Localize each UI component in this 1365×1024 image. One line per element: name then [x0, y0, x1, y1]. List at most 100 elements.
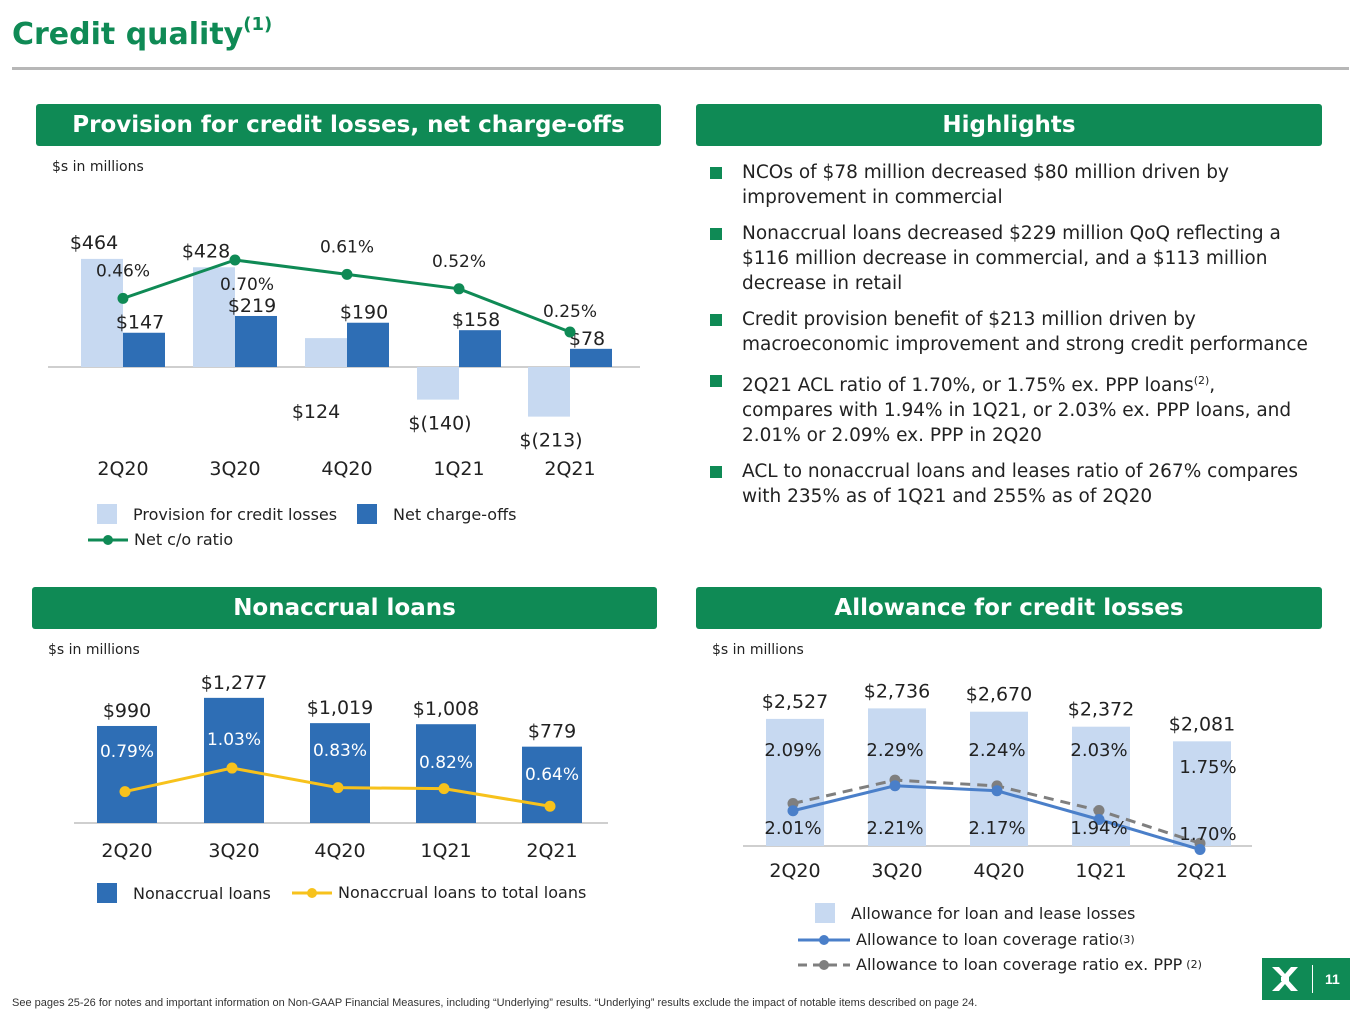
- nonaccrual-units-note: $s in millions: [48, 642, 140, 658]
- x-tick-label: 1Q21: [1075, 860, 1126, 882]
- footnote: See pages 25-26 for notes and important …: [12, 997, 978, 1009]
- coverage-point: [787, 805, 799, 817]
- x-tick-label: 2Q20: [97, 458, 148, 480]
- provision-bar: [528, 367, 570, 417]
- legend-item-provision: Provision for credit losses: [97, 504, 337, 524]
- highlight-item: Nonaccrual loans decreased $229 million …: [710, 221, 1310, 296]
- nonaccrual-ratio-label: 0.79%: [100, 742, 154, 762]
- coverage-point: [991, 785, 1003, 797]
- nonaccrual-ratio-point: [119, 786, 131, 798]
- allowance-data-label: $2,081: [1169, 713, 1235, 735]
- legend-label: Nonaccrual loans to total loans: [338, 883, 587, 902]
- legend-label: Allowance to loan coverage ratio ex. PPP: [856, 955, 1183, 974]
- nonaccrual-data-label: $779: [528, 721, 576, 743]
- coverage-ppp-label: 2.29%: [866, 740, 923, 761]
- nco-bar: [235, 315, 277, 367]
- coverage-ppp-label: 2.09%: [764, 740, 821, 761]
- nco-ratio-point: [117, 292, 129, 304]
- coverage-label: 2.21%: [866, 818, 923, 839]
- nonaccrual-bar: [97, 725, 157, 823]
- x-tick-label: 2Q20: [769, 860, 820, 882]
- nco-data-label: $78: [569, 328, 605, 350]
- page-number: 11: [1325, 971, 1340, 987]
- nco-data-label: $190: [340, 302, 388, 324]
- allowance-bar: [766, 718, 824, 846]
- x-tick-label: 4Q20: [321, 458, 372, 480]
- legend-item-coverage-ppp: Allowance to loan coverage ratio ex. PPP…: [798, 955, 1202, 974]
- nonaccrual-bar: [310, 723, 370, 823]
- nonaccrual-ratio-point: [332, 782, 344, 794]
- legend-swatch-light: [97, 504, 117, 524]
- allowance-panel-header: Allowance for credit losses: [696, 587, 1322, 629]
- nonaccrual-panel-header: Nonaccrual loans: [32, 587, 657, 629]
- nonaccrual-data-label: $1,019: [307, 697, 373, 719]
- allowance-bar: [970, 711, 1028, 846]
- legend-item-nonaccrual: Nonaccrual loans: [97, 883, 271, 903]
- provision-panel-header: Provision for credit losses, net charge-…: [36, 104, 661, 146]
- highlight-item: NCOs of $78 million decreased $80 millio…: [710, 160, 1310, 210]
- legend-swatch-dark: [97, 883, 117, 903]
- legend-sup: (3): [1119, 933, 1135, 946]
- x-tick-label: 2Q21: [526, 840, 577, 862]
- legend-line-marker: [88, 534, 128, 545]
- legend-dashed-marker: [798, 959, 850, 970]
- page-title: Credit quality(1): [12, 14, 273, 52]
- nonaccrual-ratio-label: 0.82%: [419, 753, 473, 773]
- coverage-label: 2.01%: [764, 818, 821, 839]
- coverage-point: [889, 780, 901, 792]
- nco-data-label: $158: [452, 309, 500, 331]
- legend-sup: (2): [1186, 958, 1202, 971]
- allowance-data-label: $2,670: [966, 684, 1032, 706]
- allowance-data-label: $2,736: [864, 680, 930, 702]
- nco-bar: [123, 332, 165, 367]
- nonaccrual-ratio-point: [226, 762, 238, 774]
- nco-bar: [459, 330, 501, 367]
- nonaccrual-ratio-point: [438, 783, 450, 795]
- allowance-data-label: $2,527: [762, 691, 828, 713]
- legend-item-nco: Net charge-offs: [357, 504, 516, 524]
- legend-label: Net charge-offs: [393, 504, 517, 524]
- allowance-bar: [1173, 741, 1231, 846]
- nonaccrual-data-label: $990: [103, 700, 151, 722]
- nonaccrual-ratio-label: 0.64%: [525, 765, 579, 785]
- coverage-label: 1.70%: [1179, 824, 1236, 845]
- allowance-units-note: $s in millions: [712, 642, 804, 658]
- nco-ratio-point: [229, 254, 241, 266]
- provision-bar: [305, 338, 347, 367]
- provision-data-label: $428: [182, 240, 230, 262]
- nonaccrual-bar: [416, 724, 476, 823]
- logo-divider: [1312, 965, 1313, 993]
- provision-data-label: $464: [70, 232, 118, 254]
- nonaccrual-data-label: $1,277: [201, 672, 267, 694]
- legend-label: Net c/o ratio: [134, 530, 234, 549]
- nco-ratio-point: [341, 268, 353, 280]
- coverage-point: [1093, 814, 1105, 825]
- nco-ratio-point: [453, 283, 465, 295]
- provision-bar: [81, 258, 123, 367]
- x-tick-label: 2Q21: [1176, 860, 1227, 882]
- legend-item-allowance: Allowance for loan and lease losses: [815, 903, 1135, 923]
- nonaccrual-bar: [204, 697, 264, 823]
- legend-swatch-dark: [357, 504, 377, 524]
- highlight-item: ACL to nonaccrual loans and leases ratio…: [710, 459, 1310, 509]
- coverage-label: 1.94%: [1070, 818, 1127, 839]
- legend-swatch-light: [815, 903, 835, 923]
- coverage-ppp-label: 2.24%: [968, 740, 1025, 761]
- x-tick-label: 3Q20: [209, 458, 260, 480]
- nonaccrual-ratio-point: [544, 800, 556, 812]
- nonaccrual-data-label: $1,008: [413, 698, 479, 720]
- brand-logo-icon: [1272, 967, 1298, 991]
- nco-bar: [570, 348, 612, 367]
- coverage-ppp-label: 1.75%: [1179, 757, 1236, 778]
- nco-ratio-label: 0.70%: [220, 275, 274, 295]
- coverage-label: 2.17%: [968, 818, 1025, 839]
- provision-data-label: $(140): [408, 413, 471, 435]
- nco-ratio-point: [564, 326, 576, 338]
- nco-ratio-label: 0.52%: [432, 252, 486, 272]
- nco-data-label: $219: [228, 295, 276, 317]
- x-tick-label: 3Q20: [871, 860, 922, 882]
- legend-item-nonaccrual-ratio: Nonaccrual loans to total loans: [292, 883, 586, 902]
- nonaccrual-ratio-label: 0.83%: [313, 741, 367, 761]
- coverage-ppp-point: [1093, 804, 1105, 816]
